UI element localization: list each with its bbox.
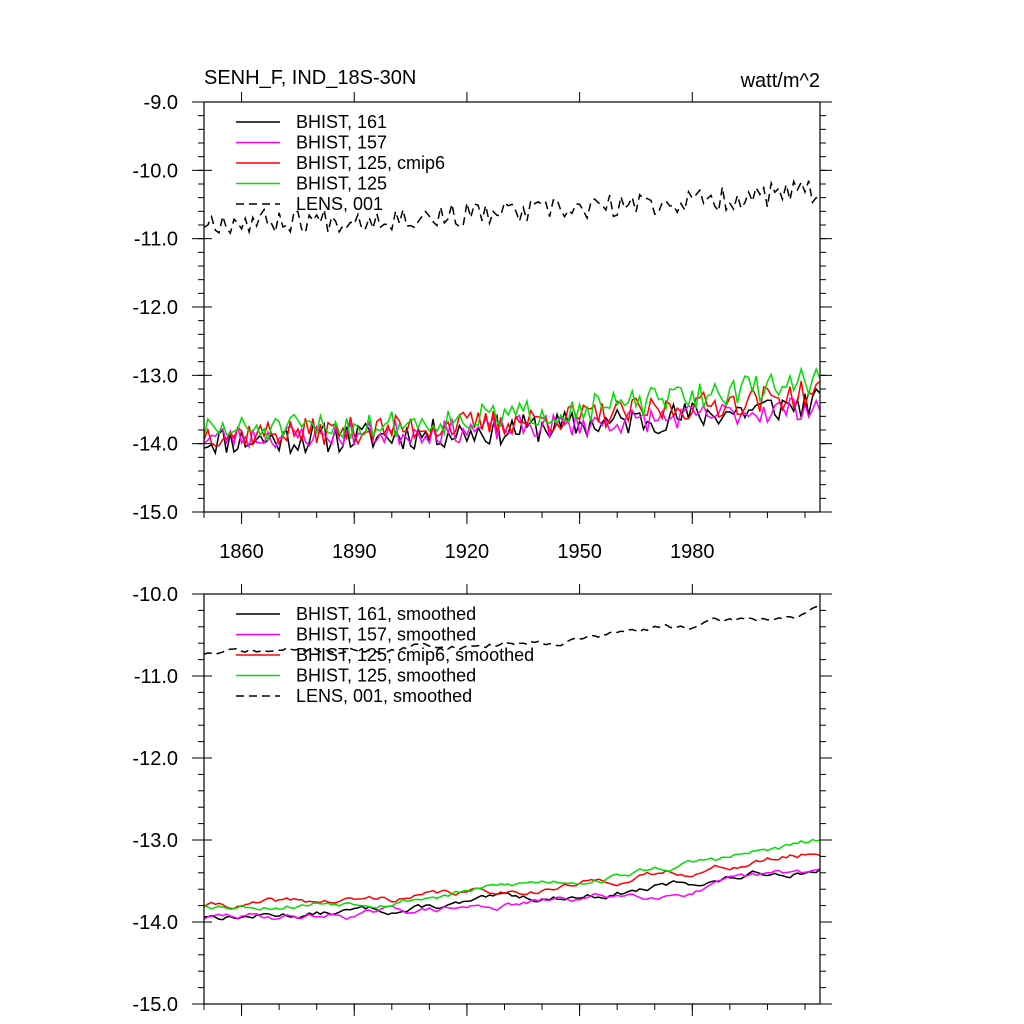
legend-label: BHIST, 157 <box>296 133 387 153</box>
legend-label: BHIST, 161 <box>296 112 387 132</box>
legend-label: LENS, 001 <box>296 194 383 214</box>
x-tick-label: 1950 <box>557 541 602 563</box>
y-tick-label: -15.0 <box>132 994 178 1016</box>
legend-label: BHIST, 125, smoothed <box>296 666 476 686</box>
y-tick-label: -12.0 <box>132 748 178 770</box>
y-tick-label: -14.0 <box>132 434 178 456</box>
legend-label: LENS, 001, smoothed <box>296 686 472 706</box>
series-line <box>203 605 821 656</box>
y-tick-label: -13.0 <box>132 830 178 852</box>
legend-label: BHIST, 125, cmip6 <box>296 153 445 173</box>
y-tick-label: -14.0 <box>132 912 178 934</box>
x-tick-label: 1890 <box>332 541 377 563</box>
legend-label: BHIST, 157, smoothed <box>296 625 476 645</box>
series-line <box>203 366 821 444</box>
top-panel: SENH_F, IND_18S-30N watt/m^2 -9.0 -10.0 -1… <box>132 67 832 563</box>
y-tick-label: -12.0 <box>132 297 178 319</box>
series-line <box>203 380 821 447</box>
top-panel-units: watt/m^2 <box>740 70 820 92</box>
series-line <box>203 853 821 910</box>
bottom-panel-frame <box>203 593 821 1005</box>
series-line <box>203 838 821 911</box>
x-tick-label: 1980 <box>670 541 715 563</box>
y-tick-label: -10.0 <box>132 160 178 182</box>
legend-label: BHIST, 125 <box>296 174 387 194</box>
series-line <box>203 387 821 456</box>
bottom-panel: -10.0 -11.0 -12.0 -13.0 -14.0 -15.0 BHIST, 16… <box>132 584 832 1016</box>
legend-label: BHIST, 161, smoothed <box>296 604 476 624</box>
y-tick-label: -15.0 <box>132 502 178 524</box>
y-tick-label: -11.0 <box>134 229 178 251</box>
x-tick-label: 1860 <box>219 541 264 563</box>
top-panel-frame <box>203 101 821 513</box>
y-tick-label: -10.0 <box>132 584 178 606</box>
legend-label: BHIST, 125, cmip6, smoothed <box>296 645 534 665</box>
y-tick-label: -11.0 <box>134 666 178 688</box>
top-panel-title: SENH_F, IND_18S-30N <box>204 67 416 89</box>
y-tick-label: -9.0 <box>144 92 178 114</box>
x-tick-label: 1920 <box>445 541 490 563</box>
series-line <box>203 178 821 235</box>
series-line <box>203 868 821 921</box>
y-tick-label: -13.0 <box>132 365 178 387</box>
